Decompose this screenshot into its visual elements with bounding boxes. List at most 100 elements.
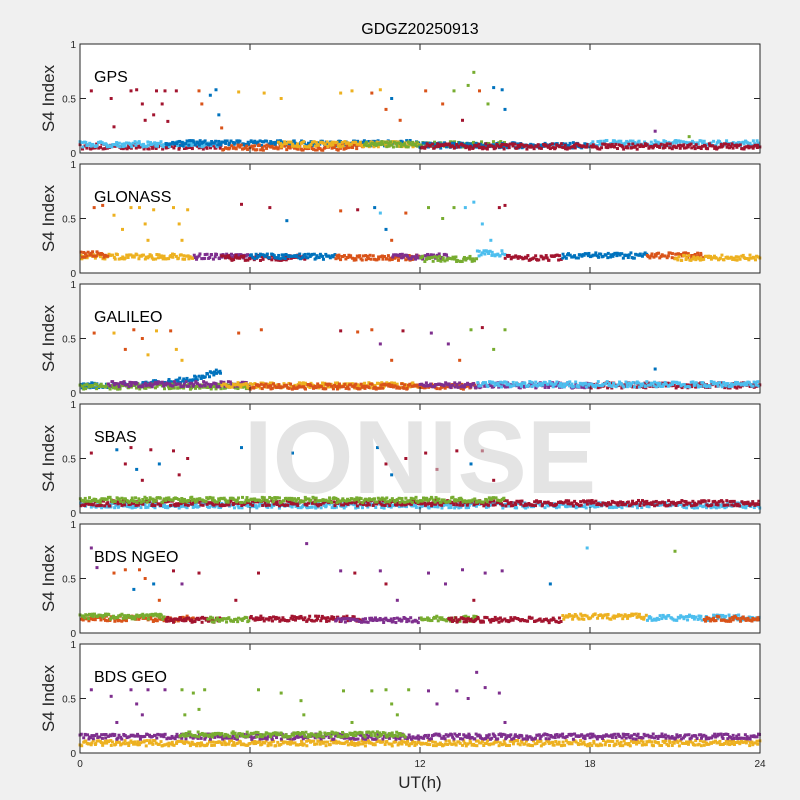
outlier-point <box>112 331 116 335</box>
data-point <box>727 385 731 389</box>
data-point <box>459 505 463 509</box>
data-point <box>684 146 688 150</box>
outlier-point <box>339 209 343 213</box>
data-point <box>292 385 296 389</box>
data-point <box>178 376 182 380</box>
outlier-point <box>376 446 379 450</box>
data-point <box>664 382 668 386</box>
data-point <box>254 504 258 508</box>
data-point <box>271 382 275 386</box>
data-point <box>405 139 409 143</box>
data-point <box>696 142 700 146</box>
data-point <box>721 500 725 504</box>
data-point <box>440 503 444 507</box>
data-point <box>262 619 266 623</box>
data-point <box>305 497 309 501</box>
data-point <box>285 499 289 503</box>
data-point <box>468 254 472 258</box>
data-point <box>254 616 258 620</box>
y-tick-label: 1 <box>70 160 76 171</box>
data-point <box>363 386 367 390</box>
data-point <box>355 497 359 501</box>
data-point <box>702 257 706 261</box>
data-point <box>238 139 242 143</box>
data-point <box>336 497 340 501</box>
data-point <box>176 503 180 507</box>
data-point <box>661 500 665 504</box>
data-point <box>435 387 439 391</box>
data-point <box>191 505 195 509</box>
data-point <box>122 380 126 384</box>
data-point <box>694 258 698 262</box>
data-point <box>698 504 702 508</box>
data-point <box>244 503 248 507</box>
data-point <box>411 140 415 144</box>
data-point <box>139 143 143 147</box>
data-point <box>468 382 472 386</box>
data-point <box>344 257 348 261</box>
data-point <box>401 255 405 259</box>
data-point <box>424 381 428 385</box>
data-point <box>354 382 358 386</box>
data-point <box>271 499 275 503</box>
data-point <box>500 252 504 256</box>
data-point <box>692 255 696 259</box>
data-point <box>265 139 269 143</box>
data-point <box>586 385 590 389</box>
data-point <box>343 140 347 144</box>
data-point <box>643 385 647 389</box>
data-point <box>437 497 441 501</box>
data-point <box>687 254 691 258</box>
data-point <box>93 612 97 616</box>
data-point <box>385 381 389 385</box>
data-point <box>699 256 703 260</box>
data-point <box>616 501 620 505</box>
data-point <box>416 144 420 148</box>
data-point <box>198 497 202 501</box>
data-point <box>214 382 218 386</box>
data-point <box>442 143 446 147</box>
data-point <box>560 385 564 389</box>
data-point <box>408 385 412 389</box>
data-point <box>478 146 482 150</box>
data-point <box>668 142 672 146</box>
data-point <box>359 497 363 501</box>
data-point <box>719 142 723 146</box>
data-point <box>149 617 153 621</box>
data-point <box>310 505 314 509</box>
data-point <box>462 255 466 259</box>
outlier-point <box>152 208 156 212</box>
data-point <box>259 143 263 147</box>
data-point <box>400 382 404 386</box>
data-point <box>245 496 249 500</box>
data-point <box>711 256 715 260</box>
data-point <box>327 385 331 389</box>
data-point <box>117 501 121 505</box>
data-point <box>548 380 552 384</box>
data-point <box>443 252 447 256</box>
data-point <box>587 382 591 386</box>
data-point <box>749 145 753 149</box>
outlier-point <box>143 118 147 122</box>
data-point <box>182 147 186 151</box>
data-point <box>711 500 715 504</box>
data-point <box>488 249 492 253</box>
data-point <box>147 498 151 502</box>
data-point <box>439 146 443 150</box>
data-point <box>332 146 336 150</box>
y-axis-label: S4 Index <box>39 184 58 252</box>
data-point <box>164 618 168 622</box>
data-point <box>637 139 641 143</box>
data-point <box>169 503 173 507</box>
data-point <box>509 384 513 388</box>
data-point <box>470 144 474 148</box>
data-point <box>612 381 616 385</box>
outlier-point <box>121 227 124 231</box>
data-point <box>313 500 317 504</box>
data-point <box>490 498 494 502</box>
data-point <box>328 497 332 501</box>
data-point <box>493 383 497 387</box>
data-point <box>151 502 155 506</box>
data-point <box>691 499 695 503</box>
data-point <box>250 382 254 386</box>
